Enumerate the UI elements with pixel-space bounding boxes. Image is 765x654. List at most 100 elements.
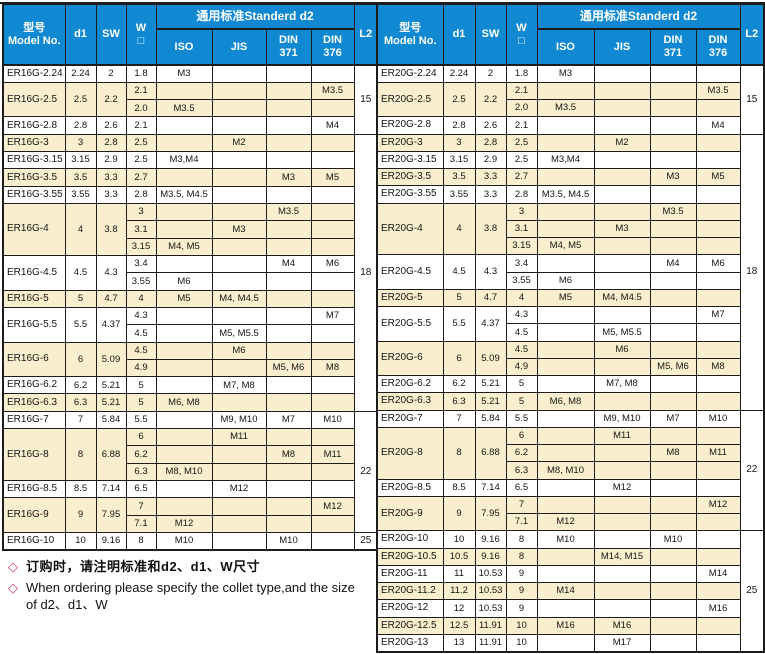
din371-cell bbox=[649, 323, 697, 342]
din376-cell bbox=[695, 478, 741, 497]
din371-cell: M8 bbox=[649, 443, 697, 463]
model-cell: ER20G-6.2 bbox=[376, 374, 444, 394]
din376-cell: M6 bbox=[310, 254, 355, 274]
iso-cell bbox=[536, 599, 595, 618]
w-cell: 1.8 bbox=[505, 64, 538, 83]
header-jis: JIS bbox=[593, 28, 651, 66]
model-cell: ER20G-8.5 bbox=[376, 478, 444, 497]
l2-cell: 25 bbox=[739, 530, 765, 653]
din376-cell bbox=[695, 185, 741, 204]
din376-cell bbox=[695, 219, 741, 239]
iso-cell bbox=[155, 202, 213, 222]
d1-cell: 8.5 bbox=[64, 479, 97, 499]
iso-cell bbox=[536, 81, 595, 101]
header-w: W □ bbox=[505, 3, 538, 66]
d1-cell: 3.55 bbox=[442, 185, 476, 204]
din376-cell bbox=[310, 133, 355, 153]
model-cell: ER20G-10 bbox=[376, 530, 444, 549]
sw-cell: 10.53 bbox=[474, 581, 507, 601]
w-cell: 10 bbox=[505, 633, 538, 653]
din371-cell bbox=[649, 150, 697, 170]
model-cell: ER20G-6.3 bbox=[376, 392, 444, 411]
d1-cell: 2.5 bbox=[64, 81, 97, 118]
w-cell: 9 bbox=[505, 599, 538, 618]
w-cell: 2.5 bbox=[125, 133, 157, 153]
din371-cell bbox=[649, 98, 697, 118]
model-cell: ER20G-4 bbox=[376, 202, 444, 256]
header-din371: DIN 371 bbox=[649, 28, 697, 66]
din376-cell bbox=[310, 341, 355, 360]
jis-cell bbox=[211, 272, 267, 291]
jis-cell: M4, M4.5 bbox=[211, 289, 267, 308]
sw-cell: 9.16 bbox=[474, 547, 507, 566]
jis-cell: M2 bbox=[211, 133, 267, 153]
note-english: ◇ When ordering please specify the colle… bbox=[6, 579, 362, 614]
model-cell: ER20G-8 bbox=[376, 426, 444, 480]
d1-cell: 8.5 bbox=[442, 478, 476, 497]
sw-cell: 6.88 bbox=[474, 426, 507, 480]
header-model: 型号 Model No. bbox=[2, 3, 66, 66]
jis-cell bbox=[593, 64, 651, 83]
sw-cell: 6.88 bbox=[95, 428, 127, 481]
sw-cell: 11.91 bbox=[474, 616, 507, 635]
din371-cell bbox=[265, 220, 312, 239]
w-cell: 2.7 bbox=[125, 168, 157, 187]
jis-cell bbox=[211, 497, 267, 516]
jis-cell bbox=[593, 81, 651, 101]
d1-cell: 7 bbox=[64, 410, 97, 430]
jis-cell bbox=[593, 512, 651, 532]
d1-cell: 6 bbox=[64, 341, 97, 378]
sw-cell: 9.16 bbox=[474, 530, 507, 549]
iso-cell: M6 bbox=[155, 272, 213, 291]
model-cell: ER20G-9 bbox=[376, 495, 444, 532]
jis-cell bbox=[593, 530, 651, 549]
iso-cell: M12 bbox=[536, 512, 595, 532]
jis-cell bbox=[593, 392, 651, 411]
w-cell: 2.8 bbox=[125, 185, 157, 205]
din376-cell: M11 bbox=[695, 443, 741, 463]
din376-cell: M10 bbox=[695, 409, 741, 428]
model-cell: ER16G-3.5 bbox=[2, 168, 66, 187]
model-cell: ER16G-3.55 bbox=[2, 185, 66, 205]
din376-cell: M5 bbox=[695, 167, 741, 187]
jis-cell bbox=[593, 202, 651, 221]
din376-cell: M7 bbox=[310, 306, 355, 326]
sw-cell: 4.3 bbox=[95, 254, 127, 291]
jis-cell bbox=[211, 306, 267, 326]
iso-cell bbox=[536, 305, 595, 325]
din371-cell bbox=[649, 564, 697, 584]
iso-cell bbox=[536, 409, 595, 428]
sw-cell: 9.16 bbox=[95, 531, 127, 551]
jis-cell: M14, M15 bbox=[593, 547, 651, 566]
header-iso: ISO bbox=[155, 28, 213, 66]
header-iso: ISO bbox=[536, 28, 595, 66]
w-cell: 6.3 bbox=[505, 461, 538, 480]
w-cell: 3.55 bbox=[125, 272, 157, 291]
header-w: W □ bbox=[125, 3, 157, 66]
d1-cell: 13 bbox=[442, 633, 476, 653]
w-cell: 4.5 bbox=[505, 340, 538, 359]
din371-cell bbox=[265, 64, 312, 83]
w-cell: 3.1 bbox=[505, 219, 538, 239]
iso-cell: M8, M10 bbox=[536, 461, 595, 480]
model-cell: ER16G-5.5 bbox=[2, 306, 66, 343]
sw-cell: 2.8 bbox=[474, 133, 507, 152]
din371-cell bbox=[265, 116, 312, 135]
iso-cell bbox=[155, 168, 213, 187]
w-cell: 2.5 bbox=[125, 151, 157, 170]
iso-cell bbox=[155, 324, 213, 343]
w-cell: 5 bbox=[505, 392, 538, 411]
din371-cell bbox=[265, 428, 312, 447]
d1-cell: 6 bbox=[442, 340, 476, 376]
sw-cell: 2 bbox=[474, 64, 507, 83]
iso-cell: M3.5 bbox=[536, 98, 595, 118]
sw-cell: 2.2 bbox=[474, 81, 507, 118]
l2-cell: 15 bbox=[739, 64, 765, 135]
d1-cell: 12 bbox=[442, 599, 476, 618]
din376-cell bbox=[695, 581, 741, 601]
jis-cell bbox=[211, 81, 267, 101]
jis-cell: M3 bbox=[211, 220, 267, 239]
model-cell: ER20G-3 bbox=[376, 133, 444, 152]
iso-cell: M3 bbox=[155, 64, 213, 83]
model-cell: ER16G-6.3 bbox=[2, 393, 66, 412]
